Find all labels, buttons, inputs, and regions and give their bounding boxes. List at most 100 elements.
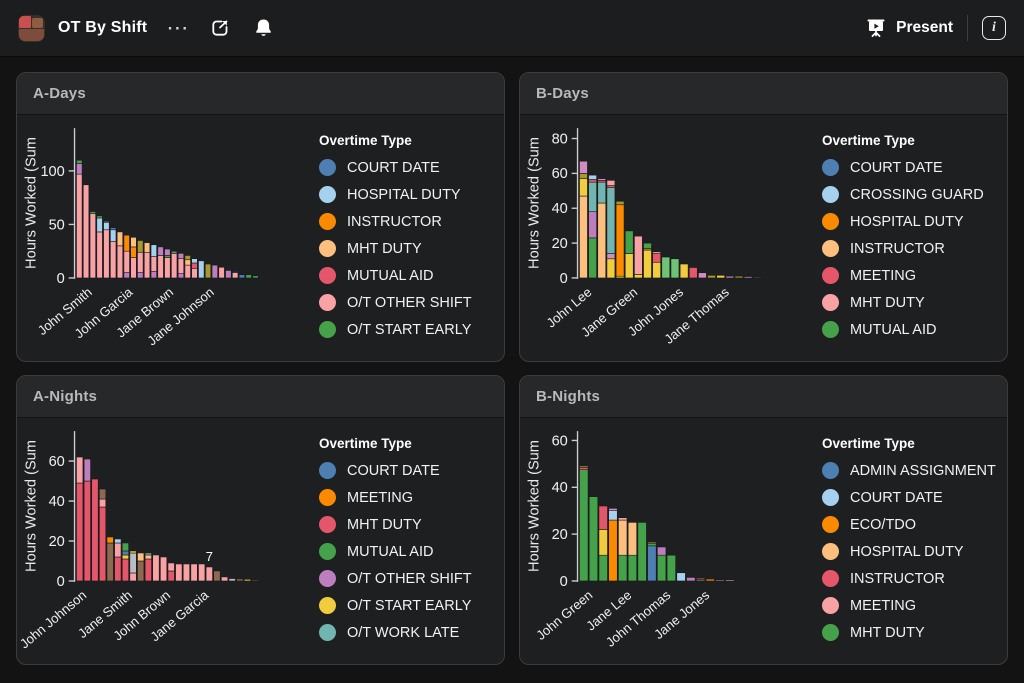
bar-segment[interactable] [96, 231, 103, 279]
bar-segment[interactable] [598, 505, 608, 530]
bar-segment[interactable] [99, 498, 107, 508]
bar-segment[interactable] [114, 542, 122, 558]
bar-segment[interactable] [211, 264, 218, 279]
bar-segment[interactable] [579, 195, 588, 279]
bar-segment[interactable] [225, 270, 232, 279]
panel-b-days-header[interactable]: B-Days [520, 73, 1007, 115]
info-icon[interactable]: i [982, 16, 1006, 40]
bar-segment[interactable] [150, 244, 157, 257]
bar-segment[interactable] [76, 159, 83, 164]
bar-segment[interactable] [657, 546, 667, 556]
bar-segment[interactable] [184, 259, 191, 266]
legend-item[interactable]: MUTUAL AID [822, 321, 999, 338]
bar-segment[interactable] [198, 260, 205, 279]
bar-segment[interactable] [164, 248, 171, 256]
bar-segment[interactable] [205, 566, 213, 582]
bar-segment[interactable] [608, 508, 618, 511]
bar-segment[interactable] [715, 579, 725, 582]
bar-segment[interactable] [144, 554, 152, 560]
bar-segment[interactable] [606, 180, 616, 186]
bar-segment[interactable] [588, 174, 597, 180]
bar-segment[interactable] [597, 178, 607, 181]
bar-segment[interactable] [123, 272, 130, 279]
bar-segment[interactable] [606, 187, 616, 254]
bar-segment[interactable] [615, 204, 625, 277]
bar-segment[interactable] [116, 231, 124, 247]
legend-item[interactable]: COURT DATE [822, 159, 999, 176]
bar-segment[interactable] [753, 276, 762, 279]
bar-segment[interactable] [143, 251, 151, 279]
bar-segment[interactable] [137, 272, 144, 279]
bar-segment[interactable] [106, 536, 114, 544]
panel-b-nights-header[interactable]: B-Nights [520, 376, 1007, 418]
bar-segment[interactable] [743, 276, 753, 279]
bar-segment[interactable] [114, 538, 122, 544]
legend-item[interactable]: MUTUAL AID [319, 543, 496, 560]
bar-segment[interactable] [657, 554, 667, 582]
bar-segment[interactable] [716, 275, 725, 279]
bar-segment[interactable] [652, 251, 661, 254]
bar-segment[interactable] [686, 577, 696, 582]
legend-item[interactable]: COURT DATE [822, 489, 999, 506]
bar-segment[interactable] [130, 236, 137, 248]
legend-item[interactable]: COURT DATE [319, 462, 496, 479]
bar-segment[interactable] [608, 519, 618, 582]
bar-segment[interactable] [661, 256, 671, 279]
share-icon[interactable] [205, 13, 235, 43]
bar-segment[interactable] [579, 160, 588, 174]
bar-segment[interactable] [588, 181, 597, 213]
bar-segment[interactable] [705, 578, 715, 582]
legend-item[interactable]: O/T START EARLY [319, 597, 496, 614]
bar-segment[interactable] [579, 467, 589, 471]
legend-item[interactable]: COURT DATE [319, 159, 496, 176]
bar-segment[interactable] [177, 253, 185, 259]
bar-segment[interactable] [114, 556, 122, 582]
bar-segment[interactable] [251, 579, 259, 582]
bar-segment[interactable] [121, 558, 129, 582]
legend-item[interactable]: MEETING [822, 597, 999, 614]
bar-segment[interactable] [232, 272, 239, 279]
bar-segment[interactable] [688, 267, 698, 279]
bar-segment[interactable] [213, 570, 221, 582]
bar-segment[interactable] [588, 179, 597, 183]
bar-segment[interactable] [228, 578, 236, 582]
bar-segment[interactable] [99, 488, 107, 500]
bar-segment[interactable] [634, 274, 643, 279]
legend-item[interactable]: O/T OTHER SHIFT [319, 570, 496, 587]
bar-segment[interactable] [137, 240, 144, 253]
bar-segment[interactable] [177, 258, 185, 274]
bar-segment[interactable] [89, 211, 96, 215]
bar-segment[interactable] [191, 262, 198, 269]
bar-segment[interactable] [76, 482, 84, 582]
bar-segment[interactable] [164, 255, 171, 258]
legend-item[interactable]: HOSPITAL DUTY [319, 186, 496, 203]
legend-item[interactable]: MEETING [822, 267, 999, 284]
bar-segment[interactable] [129, 552, 137, 574]
bar-segment[interactable] [171, 250, 178, 254]
legend-item[interactable]: MHT DUTY [822, 294, 999, 311]
bar-segment[interactable] [130, 257, 137, 279]
bar-segment[interactable] [221, 576, 229, 582]
legend-item[interactable]: MHT DUTY [822, 624, 999, 641]
bar-segment[interactable] [252, 275, 259, 279]
bar-segment[interactable] [157, 246, 164, 256]
bar-segment[interactable] [652, 261, 661, 279]
bar-segment[interactable] [110, 229, 117, 242]
bar-segment[interactable] [99, 506, 107, 582]
bar-segment[interactable] [618, 554, 628, 582]
bar-segment[interactable] [236, 578, 244, 582]
bar-segment[interactable] [157, 255, 164, 279]
present-button[interactable]: Present [865, 17, 953, 39]
bar-segment[interactable] [618, 517, 628, 521]
legend-item[interactable]: HOSPITAL DUTY [822, 213, 999, 230]
bar-segment[interactable] [637, 522, 647, 582]
bar-segment[interactable] [579, 469, 589, 582]
legend-item[interactable]: O/T WORK LATE [319, 624, 496, 641]
panel-a-nights-header[interactable]: A-Nights [17, 376, 504, 418]
bar-segment[interactable] [106, 542, 114, 582]
panel-a-days-header[interactable]: A-Days [17, 73, 504, 115]
bar-segment[interactable] [588, 496, 599, 582]
bar-segment[interactable] [96, 217, 103, 233]
bar-segment[interactable] [618, 519, 628, 556]
bar-segment[interactable] [110, 241, 117, 279]
